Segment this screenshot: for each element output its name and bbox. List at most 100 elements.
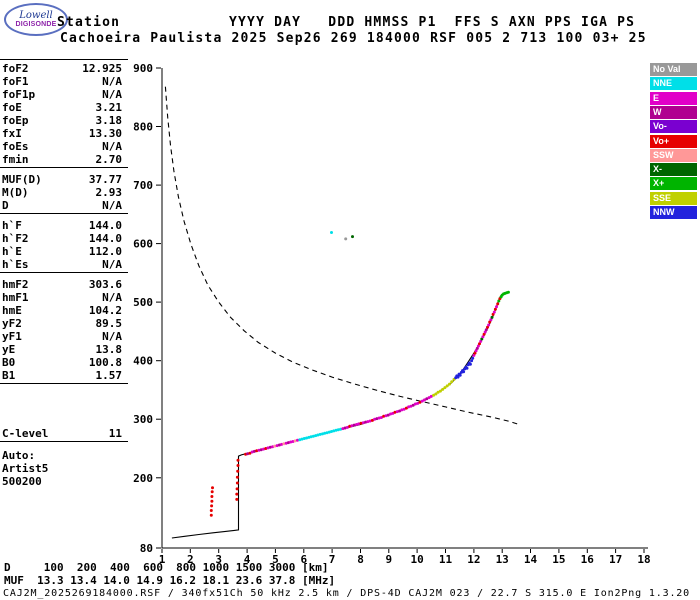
echo-point <box>209 513 213 517</box>
echo-point <box>483 330 487 334</box>
echo-point <box>325 431 329 435</box>
param-label: M(D) <box>2 186 29 199</box>
echo-point <box>373 417 377 421</box>
y-tick-label: 600 <box>133 238 153 251</box>
param-value: 13.30 <box>88 127 122 140</box>
param-value: N/A <box>102 291 122 304</box>
echo-point <box>382 414 386 418</box>
param-row-auto: Auto: <box>2 449 122 462</box>
echo-point <box>436 390 440 394</box>
echo-point <box>473 351 477 355</box>
echo-point <box>293 439 297 443</box>
muf-row: MUF 13.3 13.4 14.0 14.9 16.2 18.1 23.6 3… <box>4 574 336 587</box>
echo-point <box>273 444 277 448</box>
echo-point <box>246 452 250 456</box>
echo-point <box>445 384 449 388</box>
param-value: 144.0 <box>88 219 122 232</box>
echo-point <box>471 356 475 360</box>
legend-item-x-: X+ <box>650 177 697 191</box>
param-value: N/A <box>102 140 122 153</box>
echo-point <box>400 408 404 412</box>
param-value: 112.0 <box>88 245 122 258</box>
y-tick-label: 300 <box>133 413 153 426</box>
x-tick-label: 15 <box>552 553 565 566</box>
param-value: 144.0 <box>88 232 122 245</box>
param-row-hes: h`Es N/A <box>2 258 122 271</box>
x-tick-label: 6 <box>300 553 307 566</box>
echo-point <box>395 410 399 414</box>
param-value: 2.93 <box>95 186 123 199</box>
param-label: foF1p <box>2 88 36 101</box>
echo-point <box>458 373 462 377</box>
param-row-hmf2: hmF2 303.6 <box>2 278 122 291</box>
param-row-hf2: h`F2 144.0 <box>2 232 122 245</box>
param-value: N/A <box>102 75 122 88</box>
param-value: 11 <box>108 427 122 440</box>
echo-point <box>495 305 498 309</box>
param-row-foep: foEp 3.18 <box>2 114 122 127</box>
echo-point <box>441 387 445 391</box>
x-tick-label: 17 <box>609 553 622 566</box>
echo-point <box>370 418 374 422</box>
echo-point <box>489 318 493 322</box>
echo-point <box>262 447 265 451</box>
param-label: yF2 <box>2 317 22 330</box>
echo-point <box>236 458 240 462</box>
echo-point <box>316 433 320 437</box>
legend-item-x-: X- <box>650 163 697 177</box>
echo-point <box>248 451 252 455</box>
legend-item-w: W <box>650 105 697 119</box>
param-separator <box>0 272 128 273</box>
param-row-fof1: foF1 N/A <box>2 75 122 88</box>
echo-point <box>484 328 488 332</box>
echo-point <box>339 427 343 431</box>
y-tick-label: 200 <box>133 472 153 485</box>
param-value: N/A <box>102 88 122 101</box>
echo-trace-points <box>209 231 510 517</box>
echo-point <box>330 430 333 433</box>
y-tick-label: 700 <box>133 179 153 192</box>
echo-point <box>280 442 284 446</box>
echo-point <box>330 231 333 234</box>
echo-point <box>296 438 299 442</box>
echo-point <box>438 389 442 393</box>
x-tick-label: 13 <box>496 553 509 566</box>
legend-item-ssw: SSW <box>650 148 697 162</box>
plot-axes <box>161 68 648 549</box>
echo-point <box>468 362 472 366</box>
echo-point <box>389 412 392 416</box>
param-label: C-level <box>2 427 49 440</box>
param-value: 3.21 <box>95 101 123 114</box>
x-tick-label: 2 <box>187 553 194 566</box>
x-tick-label: 16 <box>581 553 595 566</box>
param-value: N/A <box>102 258 122 271</box>
legend-item-sse: SSE <box>650 191 697 205</box>
echo-point <box>344 237 348 241</box>
header-station-values: Cachoeira Paulista 2025 Sep26 269 184000… <box>60 31 647 46</box>
legend-item-vo-: Vo- <box>650 120 697 134</box>
echo-point <box>210 499 214 503</box>
logo-digisonde-text: DIGISONDE <box>15 21 57 28</box>
echo-point <box>456 375 460 379</box>
echo-point <box>478 342 481 346</box>
echo-point <box>309 435 313 439</box>
digisonde-logo: Lowell DIGISONDE <box>4 3 68 36</box>
param-label: foF2 <box>2 62 29 75</box>
x-tick-label: 11 <box>439 553 453 566</box>
echo-point <box>259 448 263 452</box>
muf-transmission-curve <box>164 86 520 426</box>
param-label: hmF1 <box>2 291 29 304</box>
param-label: B1 <box>2 369 16 382</box>
echo-point <box>481 335 485 339</box>
echo-point <box>497 299 501 303</box>
echo-point <box>418 400 422 404</box>
param-row-foe: foE 3.21 <box>2 101 122 114</box>
param-value: 13.8 <box>95 343 123 356</box>
x-tick-label: 18 <box>637 553 650 566</box>
echo-point <box>300 437 304 441</box>
echo-point <box>236 469 240 473</box>
echo-point <box>211 486 214 490</box>
station-label: Station <box>57 15 121 30</box>
echo-point <box>487 323 491 327</box>
